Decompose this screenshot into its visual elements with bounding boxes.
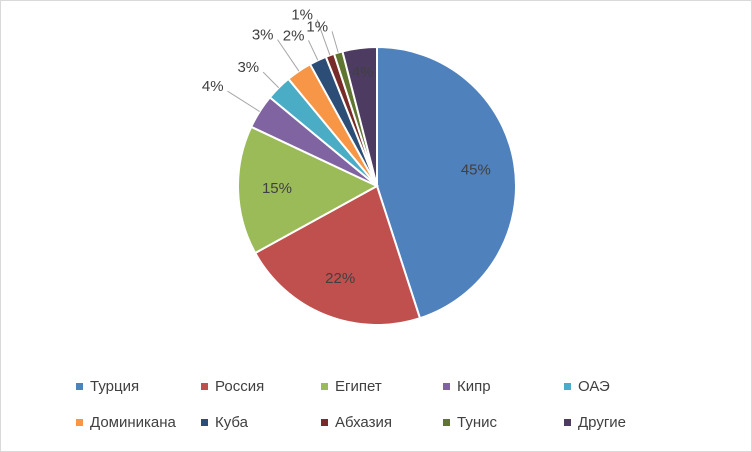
legend-marker <box>201 383 208 390</box>
legend-marker <box>321 419 328 426</box>
legend-label: Куба <box>215 414 249 431</box>
legend-label: Россия <box>215 378 264 395</box>
legend-marker <box>76 383 83 390</box>
legend-marker <box>76 419 83 426</box>
pie-slice <box>341 45 378 187</box>
data-label: 1% <box>291 6 313 23</box>
pie-slice <box>237 125 380 255</box>
data-label: 3% <box>237 59 259 76</box>
leader-line <box>307 40 319 61</box>
leader-line <box>316 19 331 56</box>
leader-line <box>262 71 280 89</box>
data-label: 45% <box>461 161 491 178</box>
data-label: 22% <box>325 270 355 287</box>
legend-label: Абхазия <box>335 414 392 431</box>
data-label: 15% <box>262 180 292 197</box>
leader-line <box>227 90 260 112</box>
data-label: 1% <box>306 18 328 35</box>
legend-marker <box>564 419 571 426</box>
legend-marker <box>443 419 450 426</box>
legend-label: Тунис <box>457 414 497 431</box>
legend-label: Турция <box>90 378 139 395</box>
legend-label: Другие <box>578 414 626 431</box>
pie-slice <box>253 184 422 326</box>
leader-line <box>277 39 300 72</box>
legend-marker <box>564 383 571 390</box>
legend-label: Кипр <box>457 378 491 395</box>
legend-label: Доминикана <box>90 414 177 431</box>
leader-line <box>331 31 339 53</box>
legend-marker <box>201 419 208 426</box>
legend-label: ОАЭ <box>578 378 610 395</box>
data-label: 3% <box>252 27 274 44</box>
data-label: 2% <box>283 27 305 44</box>
data-label: 4% <box>202 78 224 95</box>
legend-label: Египет <box>335 378 382 395</box>
data-label: 4% <box>352 64 374 81</box>
legend-marker <box>321 383 328 390</box>
legend-marker <box>443 383 450 390</box>
pie-slice <box>376 45 517 320</box>
